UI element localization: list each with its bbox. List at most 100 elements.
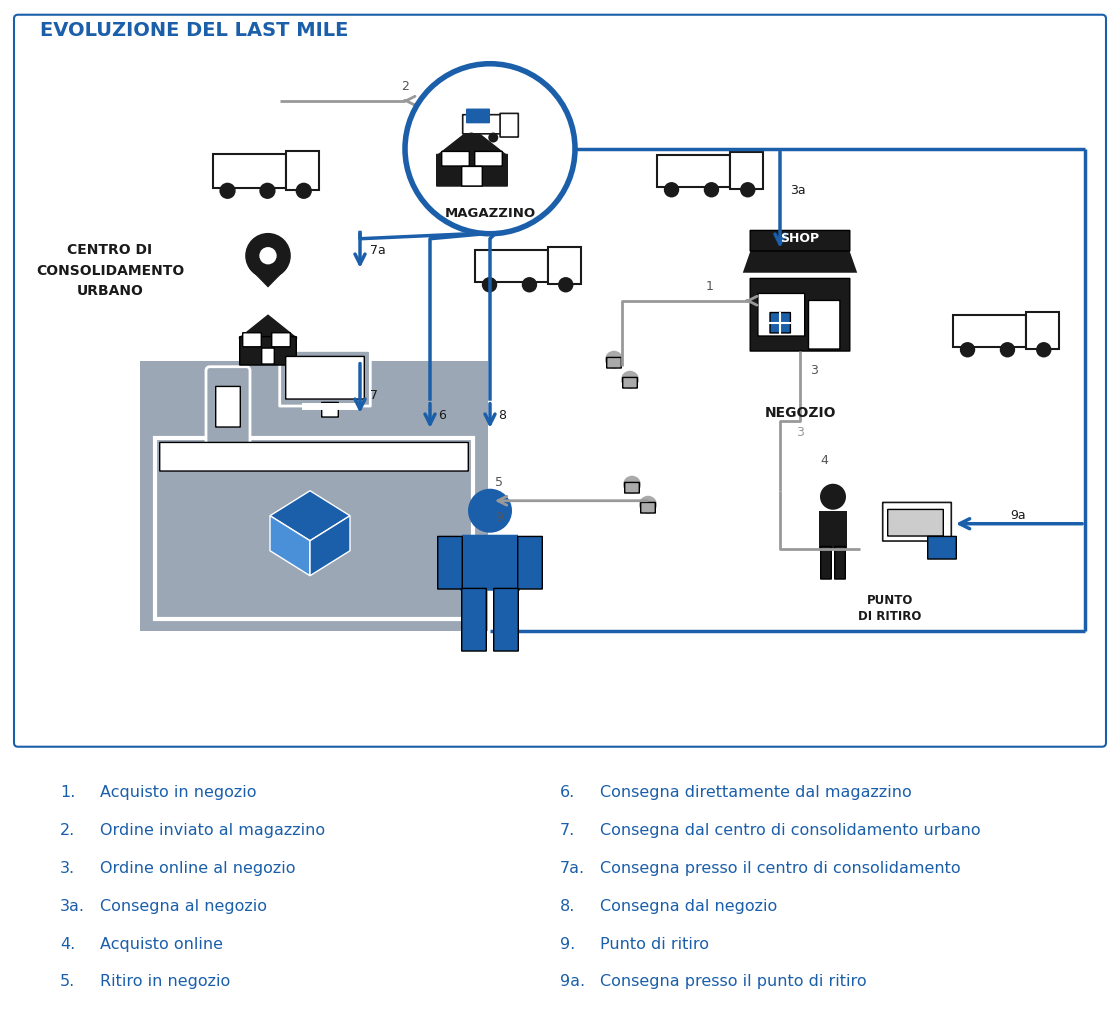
Text: 6.: 6.	[560, 785, 576, 801]
Text: Acquisto in negozio: Acquisto in negozio	[100, 785, 256, 801]
FancyBboxPatch shape	[750, 230, 850, 251]
Polygon shape	[819, 510, 847, 548]
Text: 3a: 3a	[790, 184, 805, 198]
Circle shape	[664, 182, 679, 198]
FancyBboxPatch shape	[548, 247, 580, 284]
FancyBboxPatch shape	[463, 114, 501, 134]
FancyBboxPatch shape	[441, 151, 469, 166]
FancyBboxPatch shape	[883, 502, 951, 541]
Text: Consegna presso il centro di consolidamento: Consegna presso il centro di consolidame…	[600, 861, 961, 876]
FancyBboxPatch shape	[243, 332, 261, 347]
FancyBboxPatch shape	[286, 356, 364, 399]
FancyBboxPatch shape	[888, 509, 943, 536]
FancyBboxPatch shape	[155, 437, 473, 618]
Text: Ordine inviato al magazzino: Ordine inviato al magazzino	[100, 823, 325, 839]
Circle shape	[623, 475, 641, 494]
Text: 7: 7	[370, 389, 377, 402]
FancyBboxPatch shape	[475, 250, 548, 282]
Text: 5: 5	[495, 475, 503, 489]
FancyBboxPatch shape	[809, 300, 840, 349]
FancyBboxPatch shape	[160, 442, 468, 471]
Text: 2.: 2.	[60, 823, 75, 839]
FancyBboxPatch shape	[607, 357, 622, 368]
Circle shape	[260, 183, 276, 199]
Text: Consegna direttamente dal magazzino: Consegna direttamente dal magazzino	[600, 785, 912, 801]
Circle shape	[468, 489, 512, 533]
Text: Ritiro in negozio: Ritiro in negozio	[100, 974, 231, 989]
Circle shape	[1000, 342, 1015, 357]
Text: CENTRO DI
CONSOLIDAMENTO
URBANO: CENTRO DI CONSOLIDAMENTO URBANO	[36, 243, 184, 298]
Text: 9.: 9.	[560, 936, 576, 952]
Text: SHOP: SHOP	[781, 233, 820, 245]
Text: 7a: 7a	[370, 244, 385, 257]
FancyBboxPatch shape	[438, 536, 463, 589]
FancyBboxPatch shape	[206, 366, 250, 447]
FancyBboxPatch shape	[758, 293, 804, 336]
Text: 8.: 8.	[560, 898, 576, 914]
FancyBboxPatch shape	[821, 546, 831, 579]
FancyBboxPatch shape	[272, 332, 290, 347]
FancyBboxPatch shape	[501, 113, 519, 137]
Text: Consegna dal negozio: Consegna dal negozio	[600, 898, 777, 914]
Text: 1.: 1.	[60, 785, 75, 801]
Text: 4.: 4.	[60, 936, 75, 952]
FancyBboxPatch shape	[517, 536, 542, 589]
Text: Consegna al negozio: Consegna al negozio	[100, 898, 267, 914]
Text: Consegna dal centro di consolidamento urbano: Consegna dal centro di consolidamento ur…	[600, 823, 981, 839]
Circle shape	[522, 277, 538, 292]
FancyBboxPatch shape	[461, 167, 483, 186]
Circle shape	[466, 133, 476, 143]
FancyBboxPatch shape	[216, 387, 241, 427]
Text: Acquisto online: Acquisto online	[100, 936, 223, 952]
Text: 6: 6	[438, 410, 446, 422]
Text: 9: 9	[495, 510, 503, 524]
Polygon shape	[743, 251, 857, 273]
Text: 7.: 7.	[560, 823, 576, 839]
FancyBboxPatch shape	[437, 154, 507, 186]
FancyBboxPatch shape	[641, 502, 655, 513]
FancyBboxPatch shape	[623, 378, 637, 388]
FancyBboxPatch shape	[140, 361, 488, 631]
Circle shape	[296, 183, 311, 199]
Circle shape	[605, 351, 623, 368]
Text: 1: 1	[706, 280, 713, 292]
FancyBboxPatch shape	[494, 589, 519, 651]
Polygon shape	[270, 516, 310, 576]
FancyBboxPatch shape	[953, 315, 1026, 347]
Text: 9a.: 9a.	[560, 974, 585, 989]
Text: 2: 2	[401, 79, 409, 93]
FancyBboxPatch shape	[461, 589, 486, 651]
Circle shape	[558, 277, 573, 292]
Text: Ordine online al negozio: Ordine online al negozio	[100, 861, 296, 876]
FancyBboxPatch shape	[475, 151, 502, 166]
Text: 8: 8	[498, 410, 506, 422]
Polygon shape	[460, 535, 520, 591]
Text: 3.: 3.	[60, 861, 75, 876]
Circle shape	[482, 277, 497, 292]
FancyBboxPatch shape	[321, 402, 338, 417]
Circle shape	[220, 183, 235, 199]
FancyBboxPatch shape	[1026, 312, 1058, 350]
Circle shape	[488, 133, 498, 143]
Text: NEGOZIO: NEGOZIO	[764, 405, 836, 420]
Polygon shape	[249, 268, 288, 287]
Text: PUNTO
DI RITIRO: PUNTO DI RITIRO	[858, 594, 922, 623]
Circle shape	[405, 64, 575, 234]
FancyBboxPatch shape	[280, 351, 371, 406]
FancyBboxPatch shape	[213, 154, 286, 187]
Text: 9a: 9a	[1010, 509, 1026, 523]
Text: Consegna presso il punto di ritiro: Consegna presso il punto di ritiro	[600, 974, 867, 989]
Text: 5.: 5.	[60, 974, 75, 989]
Polygon shape	[237, 314, 298, 339]
Circle shape	[960, 342, 976, 357]
Circle shape	[260, 247, 277, 264]
Circle shape	[703, 182, 719, 198]
Circle shape	[820, 484, 846, 509]
Text: EVOLUZIONE DEL LAST MILE: EVOLUZIONE DEL LAST MILE	[40, 21, 348, 40]
FancyBboxPatch shape	[834, 546, 846, 579]
Circle shape	[245, 233, 291, 279]
Polygon shape	[310, 516, 349, 576]
Text: 3a.: 3a.	[60, 898, 85, 914]
Text: 3: 3	[810, 364, 818, 378]
Circle shape	[1036, 342, 1052, 357]
